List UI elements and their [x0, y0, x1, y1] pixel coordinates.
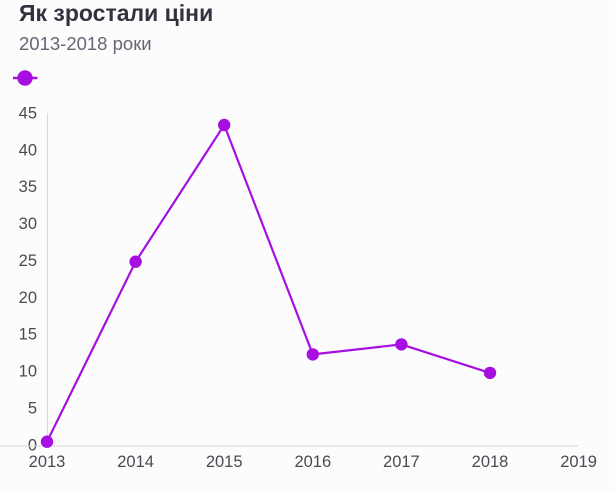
- svg-text:10: 10: [19, 363, 37, 381]
- svg-text:5: 5: [28, 399, 37, 417]
- svg-text:2014: 2014: [117, 453, 154, 471]
- svg-text:45: 45: [19, 105, 37, 123]
- svg-text:2018: 2018: [472, 453, 509, 471]
- svg-text:35: 35: [19, 178, 37, 196]
- svg-text:2016: 2016: [294, 453, 331, 471]
- svg-text:2017: 2017: [383, 453, 420, 471]
- svg-text:0: 0: [28, 436, 37, 454]
- svg-text:2013: 2013: [29, 453, 66, 471]
- svg-text:15: 15: [19, 326, 37, 344]
- svg-text:2015: 2015: [206, 453, 243, 471]
- svg-text:2019: 2019: [560, 453, 597, 471]
- svg-text:25: 25: [19, 252, 37, 270]
- svg-text:20: 20: [19, 289, 37, 307]
- svg-text:40: 40: [19, 141, 37, 159]
- svg-text:30: 30: [19, 215, 37, 233]
